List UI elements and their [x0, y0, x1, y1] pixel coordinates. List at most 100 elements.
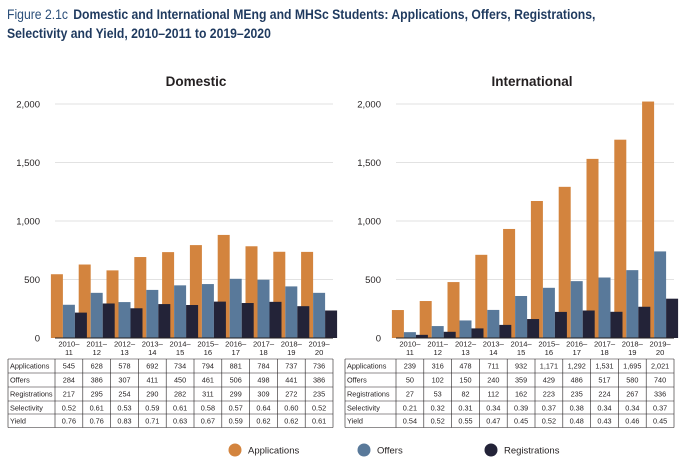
international-ytick-label: 500 [365, 275, 381, 286]
domestic-xtick-label: 14 [148, 348, 156, 357]
international-bar-offers [431, 326, 444, 338]
international-table-cell: 0.46 [625, 416, 639, 425]
domestic-xtick-label: 2011– [86, 340, 107, 349]
domestic-table-cell: 0.52 [62, 403, 76, 412]
international-table-cell: 27 [406, 389, 414, 398]
domestic-xtick-label: 2018– [281, 340, 303, 349]
international-table-cell: 0.45 [653, 416, 667, 425]
international-xtick-label: 2010– [399, 340, 421, 349]
international-table-cell: 0.54 [403, 416, 417, 425]
domestic-xtick-label: 17 [231, 348, 239, 357]
domestic-ytick-label: 1,500 [16, 158, 40, 169]
domestic-table-cell: 692 [146, 361, 158, 370]
domestic-bar-registrations [297, 306, 310, 338]
international-table-row-label: Registrations [347, 389, 390, 398]
domestic-bar-offers [201, 284, 214, 338]
domestic-xtick-label: 16 [204, 348, 212, 357]
international-table-cell: 359 [515, 375, 527, 384]
international-bar-registrations [666, 298, 679, 338]
legend-label-applications: Applications [248, 446, 299, 457]
domestic-xtick-label: 2013– [142, 340, 164, 349]
domestic-bar-offers [174, 285, 187, 338]
domestic-bar-registrations [269, 301, 282, 338]
domestic-table-cell: 0.63 [173, 416, 187, 425]
international-bar-offers [598, 277, 611, 338]
domestic-table-cell: 0.71 [145, 416, 159, 425]
domestic-table-cell: 0.58 [201, 403, 215, 412]
domestic-table-cell: 0.62 [284, 416, 298, 425]
international-table-cell: 0.32 [431, 403, 445, 412]
international-table-cell: 0.37 [542, 403, 556, 412]
domestic-table-cell: 295 [91, 389, 103, 398]
international-table-cell: 112 [487, 389, 499, 398]
domestic-table-cell: 0.76 [62, 416, 76, 425]
international-table-cell: 82 [461, 389, 469, 398]
domestic-xtick-label: 11 [65, 348, 73, 357]
domestic-panel-title: Domestic [166, 74, 227, 89]
domestic-table-cell: 0.52 [312, 403, 326, 412]
international-table-cell: 2,021 [651, 361, 669, 370]
domestic-bar-registrations [74, 312, 87, 338]
domestic-xtick-label: 12 [92, 348, 100, 357]
international-ytick-label: 0 [376, 334, 381, 345]
international-bar-applications [475, 254, 488, 338]
domestic-bar-registrations [241, 303, 254, 338]
international-table-cell: 267 [626, 389, 638, 398]
domestic-table-cell: 309 [257, 389, 269, 398]
domestic-table-row-label: Applications [10, 361, 50, 370]
international-panel-title: International [491, 74, 572, 89]
figure-title: Figure 2.1c Domestic and International ME… [7, 6, 595, 43]
figure-title-line2: Selectivity and Yield, 2010–2011 to 2019… [7, 25, 271, 42]
international-table-cell: 224 [598, 389, 610, 398]
domestic-bar-registrations [158, 304, 171, 338]
domestic-table-cell: 386 [313, 375, 325, 384]
domestic-xtick-label: 2017– [253, 340, 275, 349]
international-xtick-label: 2017– [594, 340, 616, 349]
international-bar-applications [391, 310, 404, 338]
domestic-table-cell: 284 [63, 375, 75, 384]
international-table-cell: 223 [543, 389, 555, 398]
domestic-table-cell: 311 [202, 389, 214, 398]
international-table-cell: 0.52 [431, 416, 445, 425]
domestic-table-cell: 282 [174, 389, 186, 398]
international-bar-applications [586, 158, 599, 338]
international-table-cell: 0.52 [542, 416, 556, 425]
domestic-table-cell: 737 [285, 361, 297, 370]
international-bar-registrations [499, 324, 512, 338]
domestic-xtick-label: 13 [120, 348, 128, 357]
international-table-cell: 162 [515, 389, 527, 398]
international-table-cell: 1,695 [623, 361, 641, 370]
domestic-table-cell: 0.57 [229, 403, 243, 412]
international-bar-offers [403, 332, 416, 338]
international-xtick-label: 16 [545, 348, 553, 357]
international-table-cell: 53 [434, 389, 442, 398]
international-table-cell: 0.34 [597, 403, 611, 412]
domestic-bar-offers [118, 302, 131, 338]
international-table-cell: 517 [598, 375, 610, 384]
international-bar-offers [570, 281, 583, 338]
international-table-cell: 0.34 [486, 403, 500, 412]
international-ytick-label: 1,500 [357, 158, 381, 169]
domestic-xtick-label: 2019– [309, 340, 331, 349]
domestic-bar-registrations [325, 310, 338, 338]
domestic-xtick-label: 19 [287, 348, 295, 357]
international-table-cell: 0.55 [458, 416, 472, 425]
international-xtick-label: 2016– [566, 340, 588, 349]
international-bar-offers [542, 287, 555, 338]
international-xtick-label: 20 [656, 348, 664, 357]
domestic-table-cell: 784 [257, 361, 269, 370]
domestic-table-cell: 0.64 [256, 403, 270, 412]
domestic-table-cell: 0.62 [256, 416, 270, 425]
international-table-cell: 0.21 [403, 403, 417, 412]
domestic-ytick-label: 1,000 [16, 217, 40, 228]
international-table-cell: 0.45 [514, 416, 528, 425]
domestic-table-row-label: Yield [10, 416, 26, 425]
international-table-cell: 0.31 [458, 403, 472, 412]
international-bar-applications [419, 301, 432, 338]
international-table-cell: 0.39 [514, 403, 528, 412]
domestic-table-row-label: Selectivity [10, 403, 43, 412]
domestic-table-cell: 578 [118, 361, 130, 370]
domestic-table-cell: 628 [91, 361, 103, 370]
international-table-cell: 239 [404, 361, 416, 370]
